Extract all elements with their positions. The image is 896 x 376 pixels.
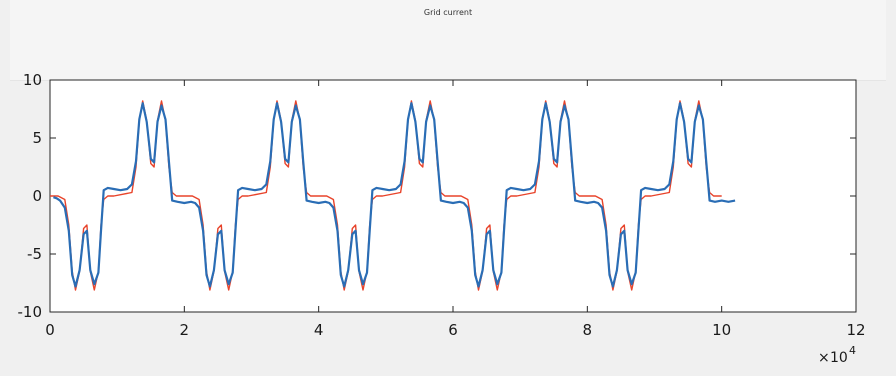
chart-title: Grid current (423, 8, 473, 17)
x-tick-label: 12 (846, 321, 865, 339)
x-multiplier-base: 10 (830, 350, 848, 366)
y-tick-label: -5 (27, 245, 42, 263)
y-tick-label: 5 (32, 129, 42, 147)
x-tick-label: 8 (583, 321, 593, 339)
y-tick-label: 10 (23, 71, 42, 89)
x-multiplier-label: × (818, 350, 830, 366)
x-tick-label: 6 (448, 321, 458, 339)
series-line-2 (53, 102, 736, 288)
y-tick-label: 0 (32, 187, 42, 205)
x-tick-label: 0 (45, 321, 55, 339)
x-tick-label: 4 (314, 321, 324, 339)
x-multiplier-exponent: 4 (849, 344, 856, 357)
x-tick-label: 10 (712, 321, 731, 339)
x-tick-label: 2 (180, 321, 190, 339)
y-tick-label: -10 (18, 303, 43, 321)
